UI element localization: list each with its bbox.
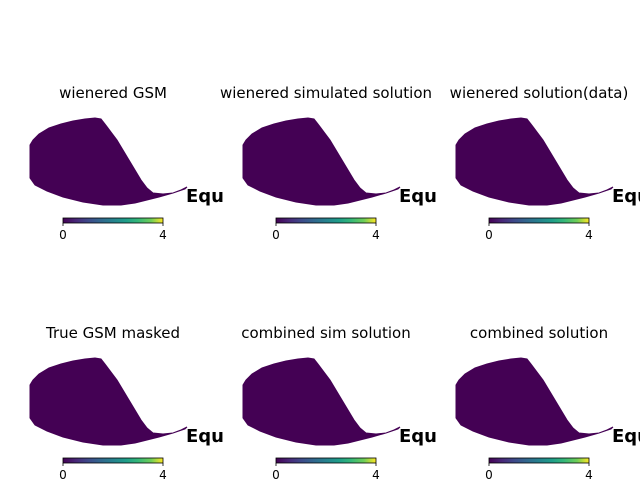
colorbar-tick-label: 0: [272, 468, 280, 480]
coord-label: Equ: [612, 426, 640, 447]
colorbar: [275, 457, 377, 464]
colorbar-tick-label: 0: [59, 228, 67, 242]
colorbar-tick-label: 0: [59, 468, 67, 480]
panel-title: combined solution: [470, 324, 608, 342]
coord-label: Equ: [399, 186, 437, 207]
colorbar-tick-label: 4: [372, 468, 380, 480]
colorbar: [62, 217, 164, 224]
colorbar-tick-label: 4: [585, 228, 593, 242]
map-panel: wienered solution(data) Equ 0 4: [450, 84, 640, 242]
sky-map: [29, 117, 188, 206]
coord-label: Equ: [186, 186, 224, 207]
map-panel: combined sim solution Equ 0 4: [241, 324, 437, 480]
colorbar-tick-label: 0: [485, 228, 493, 242]
colorbar-tick-label: 0: [485, 468, 493, 480]
coord-label: Equ: [612, 186, 640, 207]
panel-title: wienered simulated solution: [220, 84, 432, 102]
sky-map: [29, 357, 188, 446]
colorbar-tick-label: 4: [585, 468, 593, 480]
coord-label: Equ: [399, 426, 437, 447]
sky-map: [242, 117, 401, 206]
colorbar: [488, 457, 590, 464]
map-panel: True GSM masked Equ 0 4: [29, 324, 224, 480]
colorbar-tick-label: 0: [272, 228, 280, 242]
colorbar-tick-label: 4: [159, 468, 167, 480]
colorbar: [62, 457, 164, 464]
sky-map: [455, 117, 614, 206]
sky-map: [455, 357, 614, 446]
colorbar: [488, 217, 590, 224]
panel-title: wienered GSM: [59, 84, 167, 102]
map-panel: combined solution Equ 0 4: [455, 324, 640, 480]
colorbar-tick-label: 4: [372, 228, 380, 242]
panel-title: wienered solution(data): [450, 84, 629, 102]
coord-label: Equ: [186, 426, 224, 447]
colorbar-tick-label: 4: [159, 228, 167, 242]
map-panel: wienered GSM Equ 0 4: [29, 84, 224, 242]
map-panel: wienered simulated solution Equ 0 4: [220, 84, 437, 242]
panel-title: True GSM masked: [45, 324, 180, 342]
panel-title: combined sim solution: [241, 324, 411, 342]
sky-map: [242, 357, 401, 446]
colorbar: [275, 217, 377, 224]
